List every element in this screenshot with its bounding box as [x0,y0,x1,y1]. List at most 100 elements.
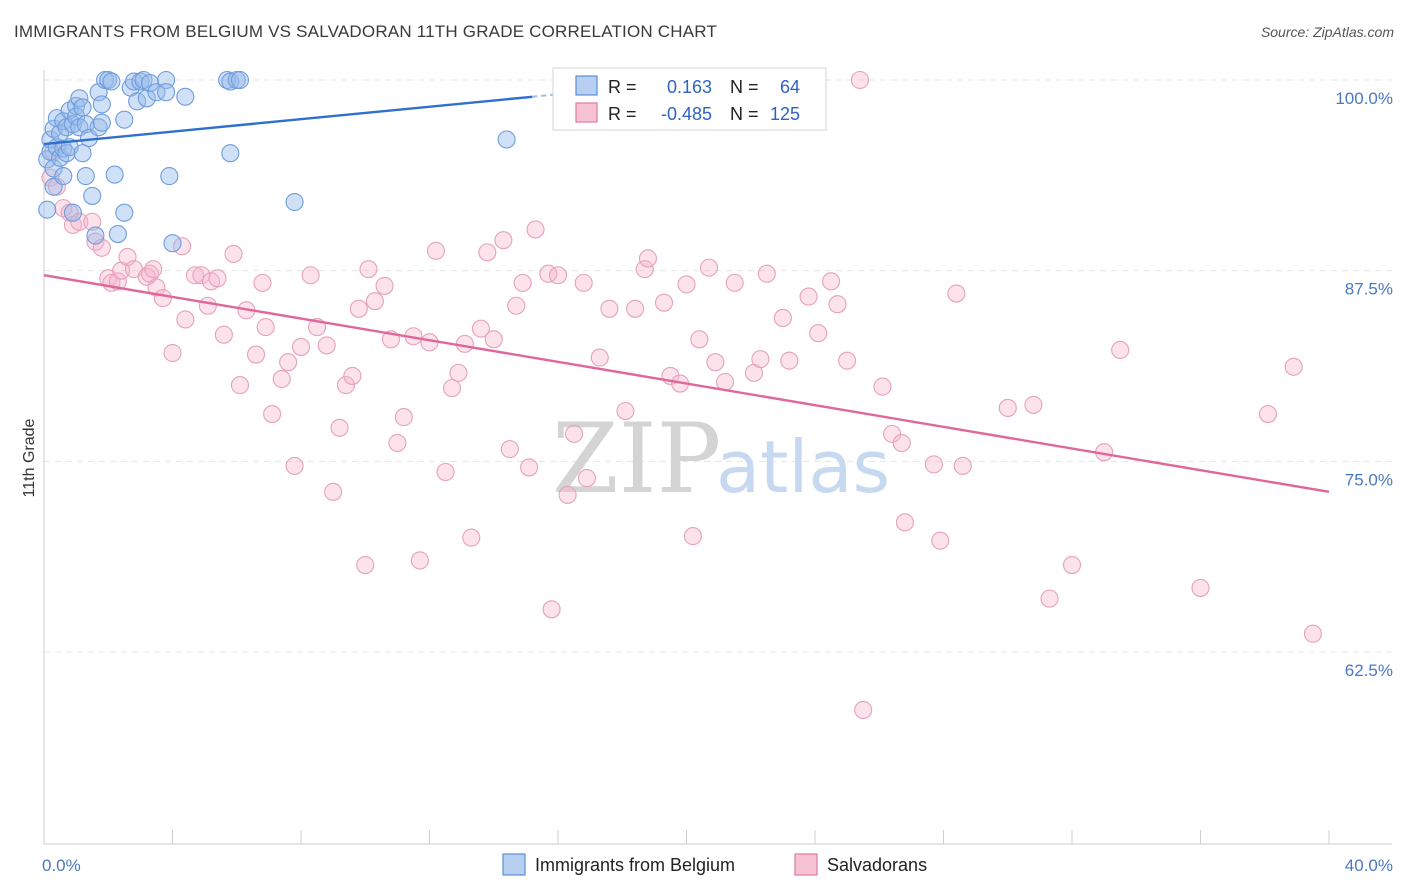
y-tick-label: 62.5% [1345,661,1393,680]
salvadoran-point [324,482,343,501]
belgium-point [44,159,63,178]
chart-title: IMMIGRANTS FROM BELGIUM VS SALVADORAN 11… [14,22,718,41]
belgium-point [115,203,134,222]
salvadoran-point [1191,578,1210,597]
salvadoran-point [494,231,513,250]
stats-n-label-salvadorans: N = [730,104,759,124]
salvadoran-point [1111,340,1130,360]
salvadoran-point [1062,556,1082,575]
salvadoran-point [144,260,163,279]
salvadoran-point [426,241,445,260]
salvadoran-point [526,220,545,239]
salvadoran-point [539,264,558,283]
belgium-point [67,107,86,126]
salvadoran-point [349,299,368,318]
stats-r-label-belgium: R = [608,77,637,97]
salvadoran-point [1258,404,1278,424]
salvadoran-point [757,264,776,283]
salvadoran-point [301,266,320,285]
watermark-zip: ZIP [552,403,721,515]
belgium-point [147,83,166,102]
salvadoran-point [1040,589,1059,608]
belgium-point [221,72,240,91]
salvadoran-point [185,266,205,285]
legend: Immigrants from Belgium Salvadorans [502,853,927,876]
salvadoran-point [163,343,182,363]
salvadoran-point [809,324,828,343]
legend-label-salvadorans: Salvadorans [827,855,927,875]
salvadoran-point [600,299,619,318]
salvadoran-point [388,433,407,453]
salvadoran-point [176,310,195,329]
salvadoran-point [356,556,375,575]
y-tick-label: 75.0% [1345,470,1393,489]
salvadoran-point [873,377,892,396]
salvadoran-point [253,273,272,292]
stats-n-value-belgium: 64 [780,77,800,97]
salvadoran-point [548,266,568,285]
belgium-trendline [43,95,533,146]
belgium-point [157,83,176,102]
belgium-point [38,200,57,219]
stats-n-label-belgium: N = [730,77,759,97]
salvadoran-point [895,513,915,532]
salvadoran-point [706,353,725,372]
salvadoran-point [513,273,532,292]
salvadoran-point [375,276,394,295]
salvadoran-point [272,369,291,389]
source-credit: Source: ZipAtlas.com [1260,24,1394,40]
x-tick-label: 40.0% [1345,856,1393,875]
salvadoran-point [449,363,468,382]
salvadoran-point [799,287,818,306]
salvadoran-point [654,293,674,312]
y-tick-label: 100.0% [1335,89,1393,108]
salvadoran-point [484,330,503,349]
salvadoran-point [478,243,497,262]
salvadoran-point [683,527,702,546]
salvadoran-point [635,260,654,279]
x-tick-label: 0.0% [42,856,81,875]
salvadoran-point [883,424,902,443]
salvadoran-point [230,376,250,395]
belgium-point [105,165,124,184]
belgium-point [76,167,95,186]
salvadoran-point [892,433,911,453]
y-axis-label: 11th Grade [21,418,38,497]
salvadoran-point [838,351,857,370]
belgium-point [137,89,156,108]
belgium-point [102,72,121,91]
stats-box-frame [552,67,827,131]
salvadoran-point [330,418,349,437]
salvadoran-point [751,350,770,369]
salvadoran-point [577,469,596,488]
salvadoran-point [542,600,561,619]
belgium-point [176,87,195,106]
salvadoran-point [924,455,943,474]
y-tick-label: 87.5% [1345,280,1393,299]
salvadoran-point [246,345,266,364]
belgium-point [163,234,182,253]
salvadoran-point [263,404,282,424]
belgium-point [124,72,143,91]
salvadoran-point [822,272,841,291]
salvadoran-point [780,351,799,370]
legend-swatch-salvadorans [794,853,818,876]
salvadoran-point [590,348,609,367]
salvadoran-point [953,456,972,475]
belgium-point [160,167,179,186]
stats-r-value-belgium: 0.163 [667,77,712,97]
salvadoran-point [455,334,474,353]
belgium-point [54,167,73,186]
belgium-points [38,70,516,253]
salvadoran-point [520,458,539,477]
salvadoran-point [507,296,526,315]
axes [43,70,1392,845]
salvadoran-point [343,366,362,385]
salvadoran-point [173,237,192,256]
salvadoran-point [854,700,873,720]
salvadoran-point [1284,357,1303,376]
x-ticks [172,830,1330,844]
salvadoran-point [677,275,696,294]
salvadoran-point [317,336,336,355]
salvadoran-point [394,408,413,427]
